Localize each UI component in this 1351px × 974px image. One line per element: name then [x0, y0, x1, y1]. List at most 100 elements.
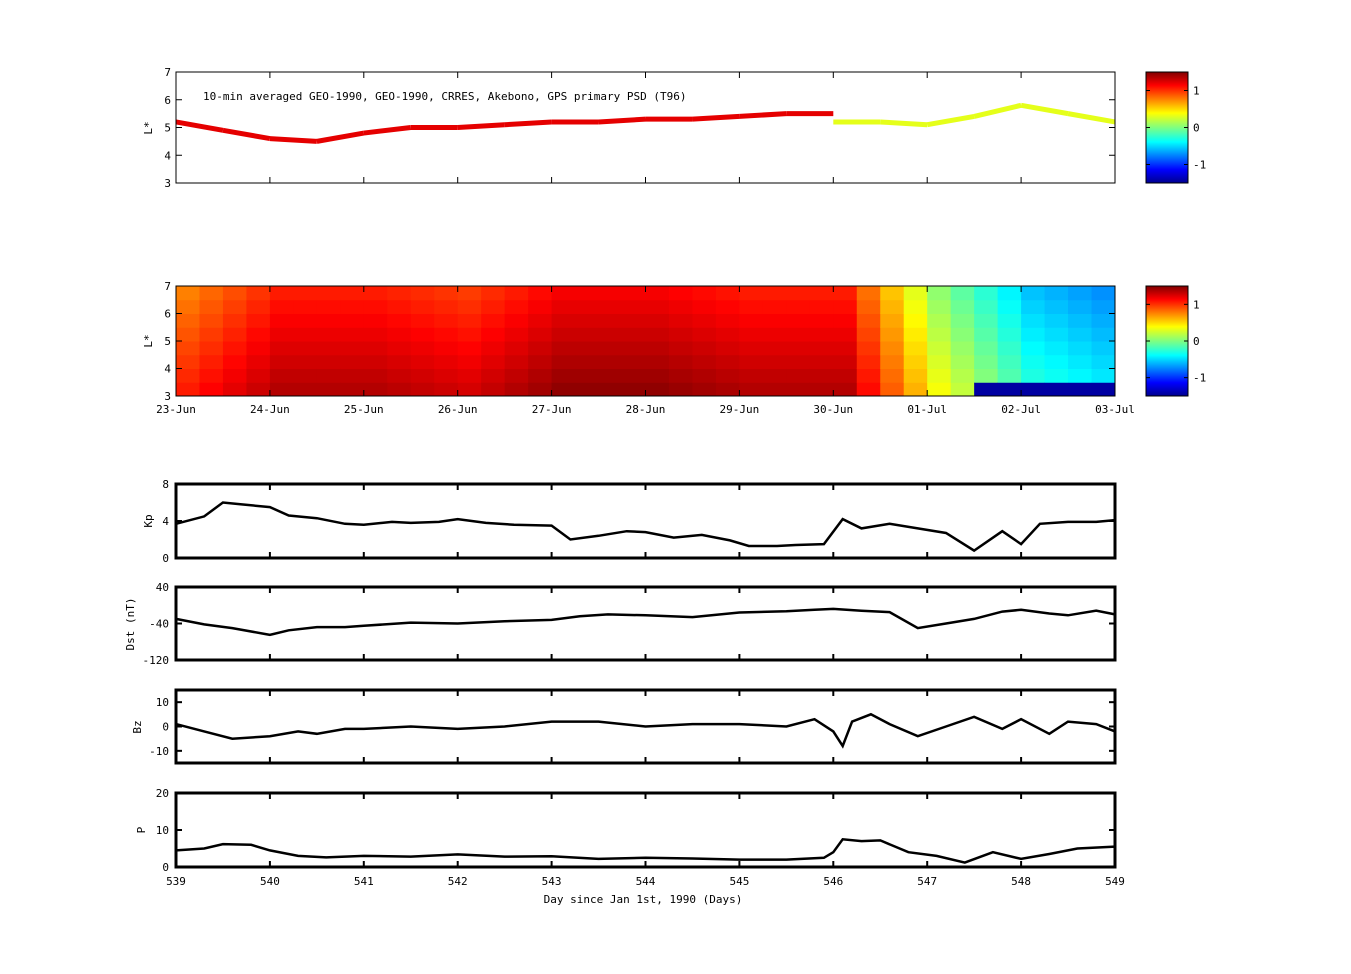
- xtick-label: 23-Jun: [156, 403, 196, 416]
- psd-heatmap-cell: [387, 286, 412, 301]
- psd-heatmap-cell: [598, 313, 623, 328]
- dst-line: [175, 607, 1116, 637]
- bz-panel: Bz -10 0 10: [131, 688, 1117, 765]
- psd-heatmap-cell: [222, 382, 247, 397]
- psd-observation-point: [739, 111, 787, 119]
- ytick-label: -120: [143, 654, 170, 667]
- psd-heatmap-cell: [222, 313, 247, 328]
- psd-observation-point: [973, 102, 1022, 119]
- psd-heatmap-cell: [715, 368, 740, 383]
- psd-observation-point: [1067, 111, 1116, 125]
- ytick-label: -40: [149, 618, 169, 631]
- dst-axes: [174, 585, 1117, 662]
- p-ylabel: P: [135, 826, 148, 833]
- psd-heatmap-cell: [551, 368, 576, 383]
- psd-observation-point: [457, 122, 505, 130]
- psd-heatmap-cell: [880, 354, 905, 369]
- psd-heatmap-cell: [387, 382, 412, 397]
- psd-heatmap-cell: [809, 382, 834, 397]
- psd-heatmap-cell: [950, 313, 975, 328]
- psd-heatmap-cell: [668, 354, 693, 369]
- psd-heatmap-cell: [809, 313, 834, 328]
- psd-heatmap-cell: [269, 327, 294, 342]
- psd-heatmap-cell: [997, 299, 1022, 314]
- psd-heatmap-cell: [786, 368, 811, 383]
- psd-reanalysis-xticks: 23-Jun 24-Jun 25-Jun 26-Jun 27-Jun 28-Jun 29-J…: [156, 286, 1135, 416]
- psd-heatmap-cell: [457, 382, 482, 397]
- ytick-label: 5: [164, 122, 171, 135]
- psd-observations-colorbar: [1145, 71, 1189, 184]
- bz-xticks: [175, 690, 1116, 763]
- psd-heatmap-cell: [176, 354, 200, 369]
- psd-heatmap-cell: [974, 299, 999, 314]
- psd-observation-point: [1020, 102, 1069, 117]
- ytick-label: 4: [164, 149, 171, 162]
- psd-heatmap-cell: [856, 299, 881, 314]
- psd-heatmap-cell: [1044, 354, 1069, 369]
- psd-heatmap-cell: [575, 299, 600, 314]
- psd-observation-point: [222, 127, 271, 142]
- psd-heatmap-cell: [199, 286, 224, 301]
- ytick-label: 6: [164, 308, 171, 321]
- psd-heatmap-cell: [927, 368, 952, 383]
- psd-heatmap-cell: [457, 299, 482, 314]
- psd-heatmap-cell: [575, 382, 600, 397]
- psd-heatmap-cell: [668, 286, 693, 301]
- xtick-label: 543: [542, 875, 562, 888]
- psd-heatmap-cell: [668, 382, 693, 397]
- psd-heatmap-cell: [880, 382, 905, 397]
- xtick-label: 27-Jun: [532, 403, 572, 416]
- xtick-label: 30-Jun: [813, 403, 853, 416]
- psd-heatmap-cell: [833, 354, 858, 369]
- psd-heatmap-cell: [269, 286, 294, 301]
- ytick-label: 20: [156, 787, 169, 800]
- psd-heatmap-cell: [363, 368, 388, 383]
- colorbar-tick-label: 0: [1193, 122, 1200, 135]
- psd-heatmap-cell: [739, 313, 764, 328]
- colorbar-tick-label: -1: [1193, 159, 1206, 172]
- ytick-label: -10: [149, 745, 169, 758]
- psd-heatmap-cell: [668, 313, 693, 328]
- psd-heatmap-cell: [950, 354, 975, 369]
- psd-heatmap-cell: [176, 341, 200, 356]
- psd-heatmap-cell: [739, 327, 764, 342]
- psd-heatmap-cell: [715, 382, 740, 397]
- psd-heatmap-cell: [528, 382, 553, 397]
- psd-heatmap-cell: [457, 286, 482, 301]
- psd-heatmap-cell: [176, 299, 200, 314]
- psd-observation-point: [598, 116, 646, 125]
- psd-heatmap-cell: [387, 341, 412, 356]
- psd-heatmap-cell: [176, 368, 200, 383]
- psd-heatmap-cell: [809, 286, 834, 301]
- psd-heatmap-cell: [1068, 327, 1093, 342]
- psd-heatmap-cell: [269, 382, 294, 397]
- psd-heatmap-cell: [434, 382, 459, 397]
- psd-heatmap-cell: [481, 286, 506, 301]
- psd-heatmap-cell: [903, 341, 928, 356]
- psd-heatmap-cell: [692, 354, 717, 369]
- psd-heatmap-cell: [715, 299, 740, 314]
- psd-heatmap-cell: [880, 327, 905, 342]
- psd-reanalysis-colorbar-ticks: 1 0 -1: [1146, 298, 1206, 385]
- xtick-label: 547: [917, 875, 937, 888]
- psd-heatmap-cell: [340, 368, 365, 383]
- psd-heatmap-cell: [1044, 327, 1069, 342]
- psd-heatmap-cell: [363, 382, 388, 397]
- psd-heatmap-cell: [575, 341, 600, 356]
- psd-heatmap-cell: [668, 368, 693, 383]
- psd-heatmap-cell: [1068, 286, 1093, 301]
- xtick-label: 549: [1105, 875, 1125, 888]
- psd-heatmap-cell: [340, 354, 365, 369]
- psd-observations-axes: [175, 71, 1116, 184]
- psd-heatmap-cell: [269, 354, 294, 369]
- psd-heatmap-cell: [739, 341, 764, 356]
- psd-heatmap-cell: [434, 313, 459, 328]
- psd-heatmap-cell: [316, 341, 341, 356]
- psd-observation-point: [880, 119, 928, 128]
- psd-heatmap-cell: [293, 341, 318, 356]
- psd-reanalysis-yticks: 3 4 5 6 7: [164, 280, 1115, 403]
- psd-heatmap-cell: [997, 382, 1022, 397]
- psd-heatmap-cell: [974, 341, 999, 356]
- ytick-label: 8: [162, 478, 169, 491]
- psd-heatmap-cell: [833, 341, 858, 356]
